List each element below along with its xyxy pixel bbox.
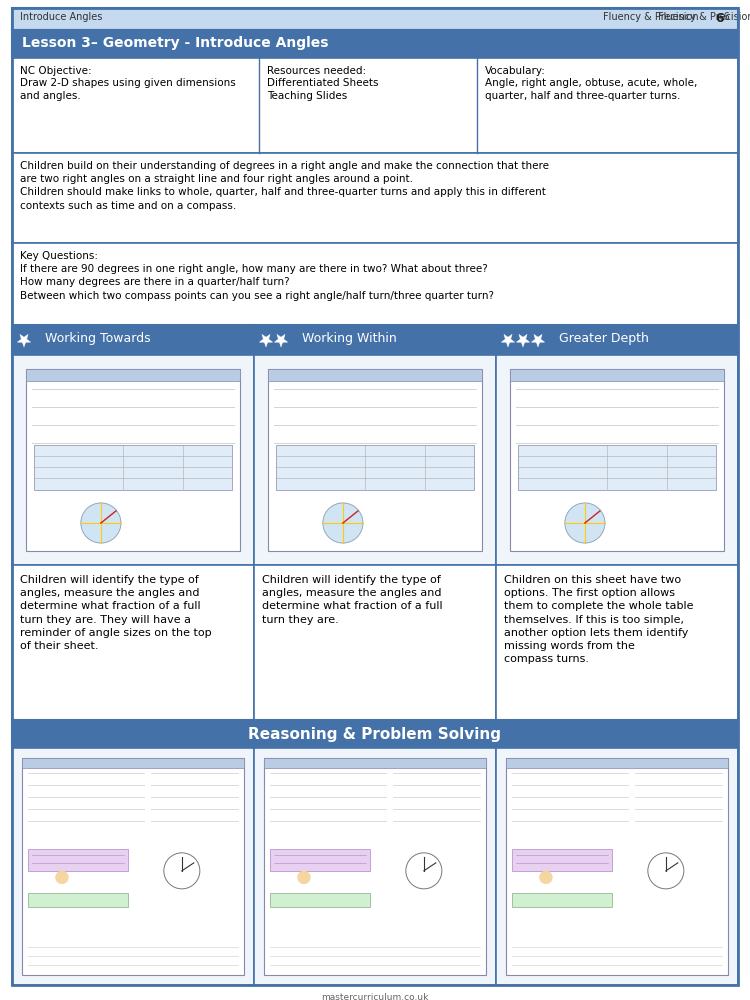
Bar (254, 748, 496, 985)
Text: Children on this sheet have two
options. The first option allows
them to complet: Children on this sheet have two options.… (504, 575, 694, 664)
Bar (506, 758, 728, 975)
Text: Introduce Angles: Introduce Angles (20, 12, 102, 22)
Bar (12, 720, 738, 748)
Bar (496, 748, 738, 985)
Bar (12, 355, 254, 565)
Bar (254, 565, 496, 720)
Text: Children will identify the type of
angles, measure the angles and
determine what: Children will identify the type of angle… (20, 575, 211, 651)
Bar (12, 58, 738, 153)
Bar (270, 893, 370, 907)
Bar (12, 30, 738, 58)
Circle shape (164, 853, 200, 889)
Text: Greater Depth: Greater Depth (559, 332, 649, 345)
Bar (26, 369, 240, 381)
Text: Working Within: Working Within (302, 332, 397, 345)
Bar (26, 369, 240, 551)
Text: Angle, right angle, obtuse, acute, whole,
quarter, half and three-quarter turns.: Angle, right angle, obtuse, acute, whole… (484, 78, 697, 101)
Polygon shape (274, 334, 288, 347)
Bar (34, 445, 232, 490)
Polygon shape (501, 334, 515, 347)
Text: Resources needed:: Resources needed: (267, 66, 366, 76)
Bar (268, 369, 482, 551)
Polygon shape (17, 334, 31, 347)
Text: Key Questions:
If there are 90 degrees in one right angle, how many are there in: Key Questions: If there are 90 degrees i… (20, 251, 494, 301)
Polygon shape (260, 334, 273, 347)
Bar (12, 8, 738, 30)
Bar (518, 445, 716, 490)
Bar (254, 325, 496, 355)
Circle shape (648, 853, 684, 889)
Text: Children build on their understanding of degrees in a right angle and make the c: Children build on their understanding of… (20, 161, 549, 211)
Bar (512, 849, 612, 871)
Text: Reasoning & Problem Solving: Reasoning & Problem Solving (248, 727, 502, 742)
Bar (510, 369, 724, 381)
Bar (12, 748, 254, 985)
Text: Differentiated Sheets
Teaching Slides: Differentiated Sheets Teaching Slides (267, 78, 378, 101)
Text: NC Objective:: NC Objective: (20, 66, 92, 76)
Text: Children will identify the type of
angles, measure the angles and
determine what: Children will identify the type of angle… (262, 575, 442, 625)
Bar (254, 355, 496, 565)
Text: Vocabulary:: Vocabulary: (484, 66, 545, 76)
Bar (276, 445, 474, 490)
Text: Fluency & Precision        6: Fluency & Precision 6 (603, 12, 730, 22)
Text: Working Towards: Working Towards (45, 332, 151, 345)
Bar (22, 758, 244, 975)
Bar (12, 243, 738, 325)
Bar (12, 325, 254, 355)
Text: mastercurriculum.co.uk: mastercurriculum.co.uk (321, 993, 429, 1000)
Bar (22, 758, 244, 768)
Text: Draw 2-D shapes using given dimensions
and angles.: Draw 2-D shapes using given dimensions a… (20, 78, 235, 101)
Bar (270, 849, 370, 871)
Circle shape (323, 503, 363, 543)
Text: Lesson 3– Geometry - Introduce Angles: Lesson 3– Geometry - Introduce Angles (22, 36, 328, 50)
Text: Fluency & Precision: Fluency & Precision (658, 12, 750, 22)
Circle shape (565, 503, 605, 543)
Bar (28, 849, 128, 871)
Polygon shape (516, 334, 530, 347)
Bar (496, 355, 738, 565)
Bar (28, 893, 128, 907)
Text: 6: 6 (716, 12, 724, 25)
Bar (12, 565, 254, 720)
Bar (12, 153, 738, 243)
Bar (496, 325, 738, 355)
Polygon shape (531, 334, 544, 347)
Circle shape (406, 853, 442, 889)
Circle shape (81, 503, 121, 543)
Bar (496, 565, 738, 720)
Bar (510, 369, 724, 551)
Bar (506, 758, 728, 768)
Bar (512, 893, 612, 907)
Bar (268, 369, 482, 381)
Bar (264, 758, 486, 768)
Circle shape (540, 871, 552, 883)
Circle shape (56, 871, 68, 883)
Circle shape (298, 871, 310, 883)
Bar (264, 758, 486, 975)
